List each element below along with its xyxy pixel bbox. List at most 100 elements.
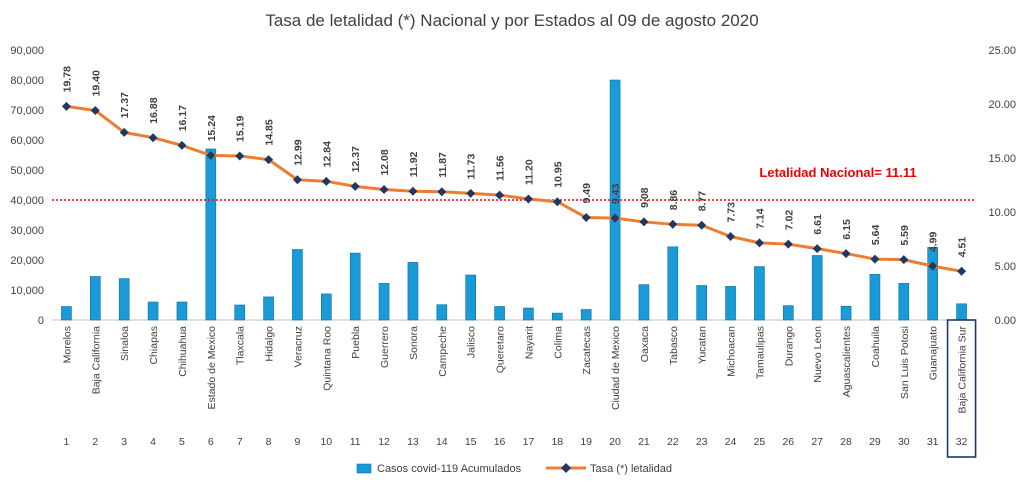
category-label: Guanajuato <box>928 326 940 380</box>
line-marker <box>957 266 967 276</box>
category-number: 16 <box>494 436 506 448</box>
category-label: Jalisco <box>466 326 478 358</box>
line-marker <box>235 151 245 161</box>
line-marker <box>841 249 851 259</box>
category-number: 2 <box>92 436 98 448</box>
category-number: 31 <box>927 436 939 448</box>
bar <box>147 301 159 321</box>
data-label: 5.64 <box>870 224 882 245</box>
line-marker <box>90 105 100 115</box>
data-label: 11.92 <box>408 151 420 177</box>
category-number: 13 <box>407 436 419 448</box>
line-marker <box>523 194 533 204</box>
category-number: 3 <box>121 436 127 448</box>
y-left-tick-label: 20,000 <box>10 255 44 267</box>
category-label: Tlaxcala <box>235 326 247 365</box>
line-marker <box>206 150 216 160</box>
data-label: 8.77 <box>697 191 709 212</box>
bar <box>378 283 390 321</box>
category-label: Oaxaca <box>639 326 651 362</box>
category-label: Michoacan <box>726 326 738 377</box>
category-label: Estado de Mexico <box>206 326 218 410</box>
category-number: 32 <box>956 436 968 448</box>
y-left-tick-label: 30,000 <box>10 225 44 237</box>
category-label: Nuevo Leon <box>812 326 824 383</box>
y-left-tick-label: 60,000 <box>10 135 44 147</box>
bar <box>118 278 130 321</box>
category-number: 15 <box>465 436 477 448</box>
category-number: 7 <box>237 436 243 448</box>
bar <box>263 296 274 321</box>
legend-bar-label: Casos covid-119 Acumulados <box>377 463 522 475</box>
line-marker <box>379 185 389 195</box>
line-marker <box>119 127 129 137</box>
category-label: Puebla <box>350 326 362 359</box>
data-label: 16.88 <box>148 97 160 123</box>
y-left-tick-label: 0 <box>38 315 44 327</box>
bar <box>638 284 650 321</box>
reference-line-label: Letalidad Nacional= 11.11 <box>759 165 916 180</box>
y-right-tick-label: 15.00 <box>988 153 1016 165</box>
category-number: 22 <box>667 436 679 448</box>
category-number: 25 <box>754 436 766 448</box>
bar <box>205 148 217 321</box>
data-label: 4.99 <box>928 232 940 253</box>
bar <box>956 303 967 321</box>
data-label: 15.19 <box>235 116 247 142</box>
category-number: 28 <box>840 436 852 448</box>
bar <box>696 285 707 321</box>
category-number: 30 <box>898 436 910 448</box>
legend: Casos covid-119 Acumulados Tasa (*) letal… <box>356 463 672 475</box>
line-marker <box>870 254 880 264</box>
bar <box>465 274 476 321</box>
bar <box>552 312 563 321</box>
data-labels-layer: 19.78 19.40 17.37 16.88 16.17 15.24 15.19 14.85… <box>61 66 968 257</box>
data-label: 4.51 <box>957 237 969 258</box>
bar <box>783 305 794 321</box>
bar <box>234 304 245 321</box>
category-number: 4 <box>150 436 156 448</box>
bar <box>90 276 101 321</box>
category-number: 20 <box>609 436 621 448</box>
category-label: Campeche <box>437 326 449 377</box>
data-label: 19.78 <box>61 66 73 92</box>
line-marker <box>350 181 360 191</box>
bar <box>523 307 534 321</box>
line-marker <box>899 255 909 265</box>
y-left-tick-label: 10,000 <box>10 285 44 297</box>
category-label: Quintana Roo <box>321 326 333 391</box>
line-marker <box>697 220 707 230</box>
bar <box>754 266 765 321</box>
category-number: 18 <box>551 436 563 448</box>
data-label: 7.14 <box>754 208 766 229</box>
category-number: 24 <box>725 436 737 448</box>
category-number: 23 <box>696 436 708 448</box>
category-number: 9 <box>295 436 301 448</box>
data-label: 19.40 <box>90 70 102 96</box>
line-marker <box>264 155 274 165</box>
chart-title: Tasa de letalidad (*) Nacional y por Est… <box>265 11 758 30</box>
bar <box>898 283 910 321</box>
data-label: 9.43 <box>610 184 622 205</box>
data-label: 10.95 <box>552 161 564 187</box>
y-right-tick-label: 25.00 <box>988 45 1016 57</box>
bar <box>176 301 188 321</box>
category-number: 29 <box>869 436 881 448</box>
bar <box>667 246 679 321</box>
category-label: Baja California <box>90 326 102 394</box>
bar <box>927 247 938 321</box>
data-label: 11.20 <box>523 159 535 185</box>
category-label: Coahuila <box>870 326 882 368</box>
line-marker <box>408 186 418 196</box>
bar <box>725 286 736 321</box>
data-label: 12.84 <box>321 141 333 167</box>
bar <box>292 249 303 321</box>
category-label: Sinaloa <box>119 326 131 361</box>
axes-layer: 0 10,000 20,000 30,000 40,000 50,000 60,000 70,… <box>10 45 1016 327</box>
data-label: 7.73 <box>726 202 738 223</box>
category-number: 17 <box>523 436 535 448</box>
data-label: 8.86 <box>668 190 680 211</box>
highlight-box <box>946 319 977 458</box>
category-number: 12 <box>378 436 390 448</box>
data-label: 6.61 <box>812 214 824 235</box>
